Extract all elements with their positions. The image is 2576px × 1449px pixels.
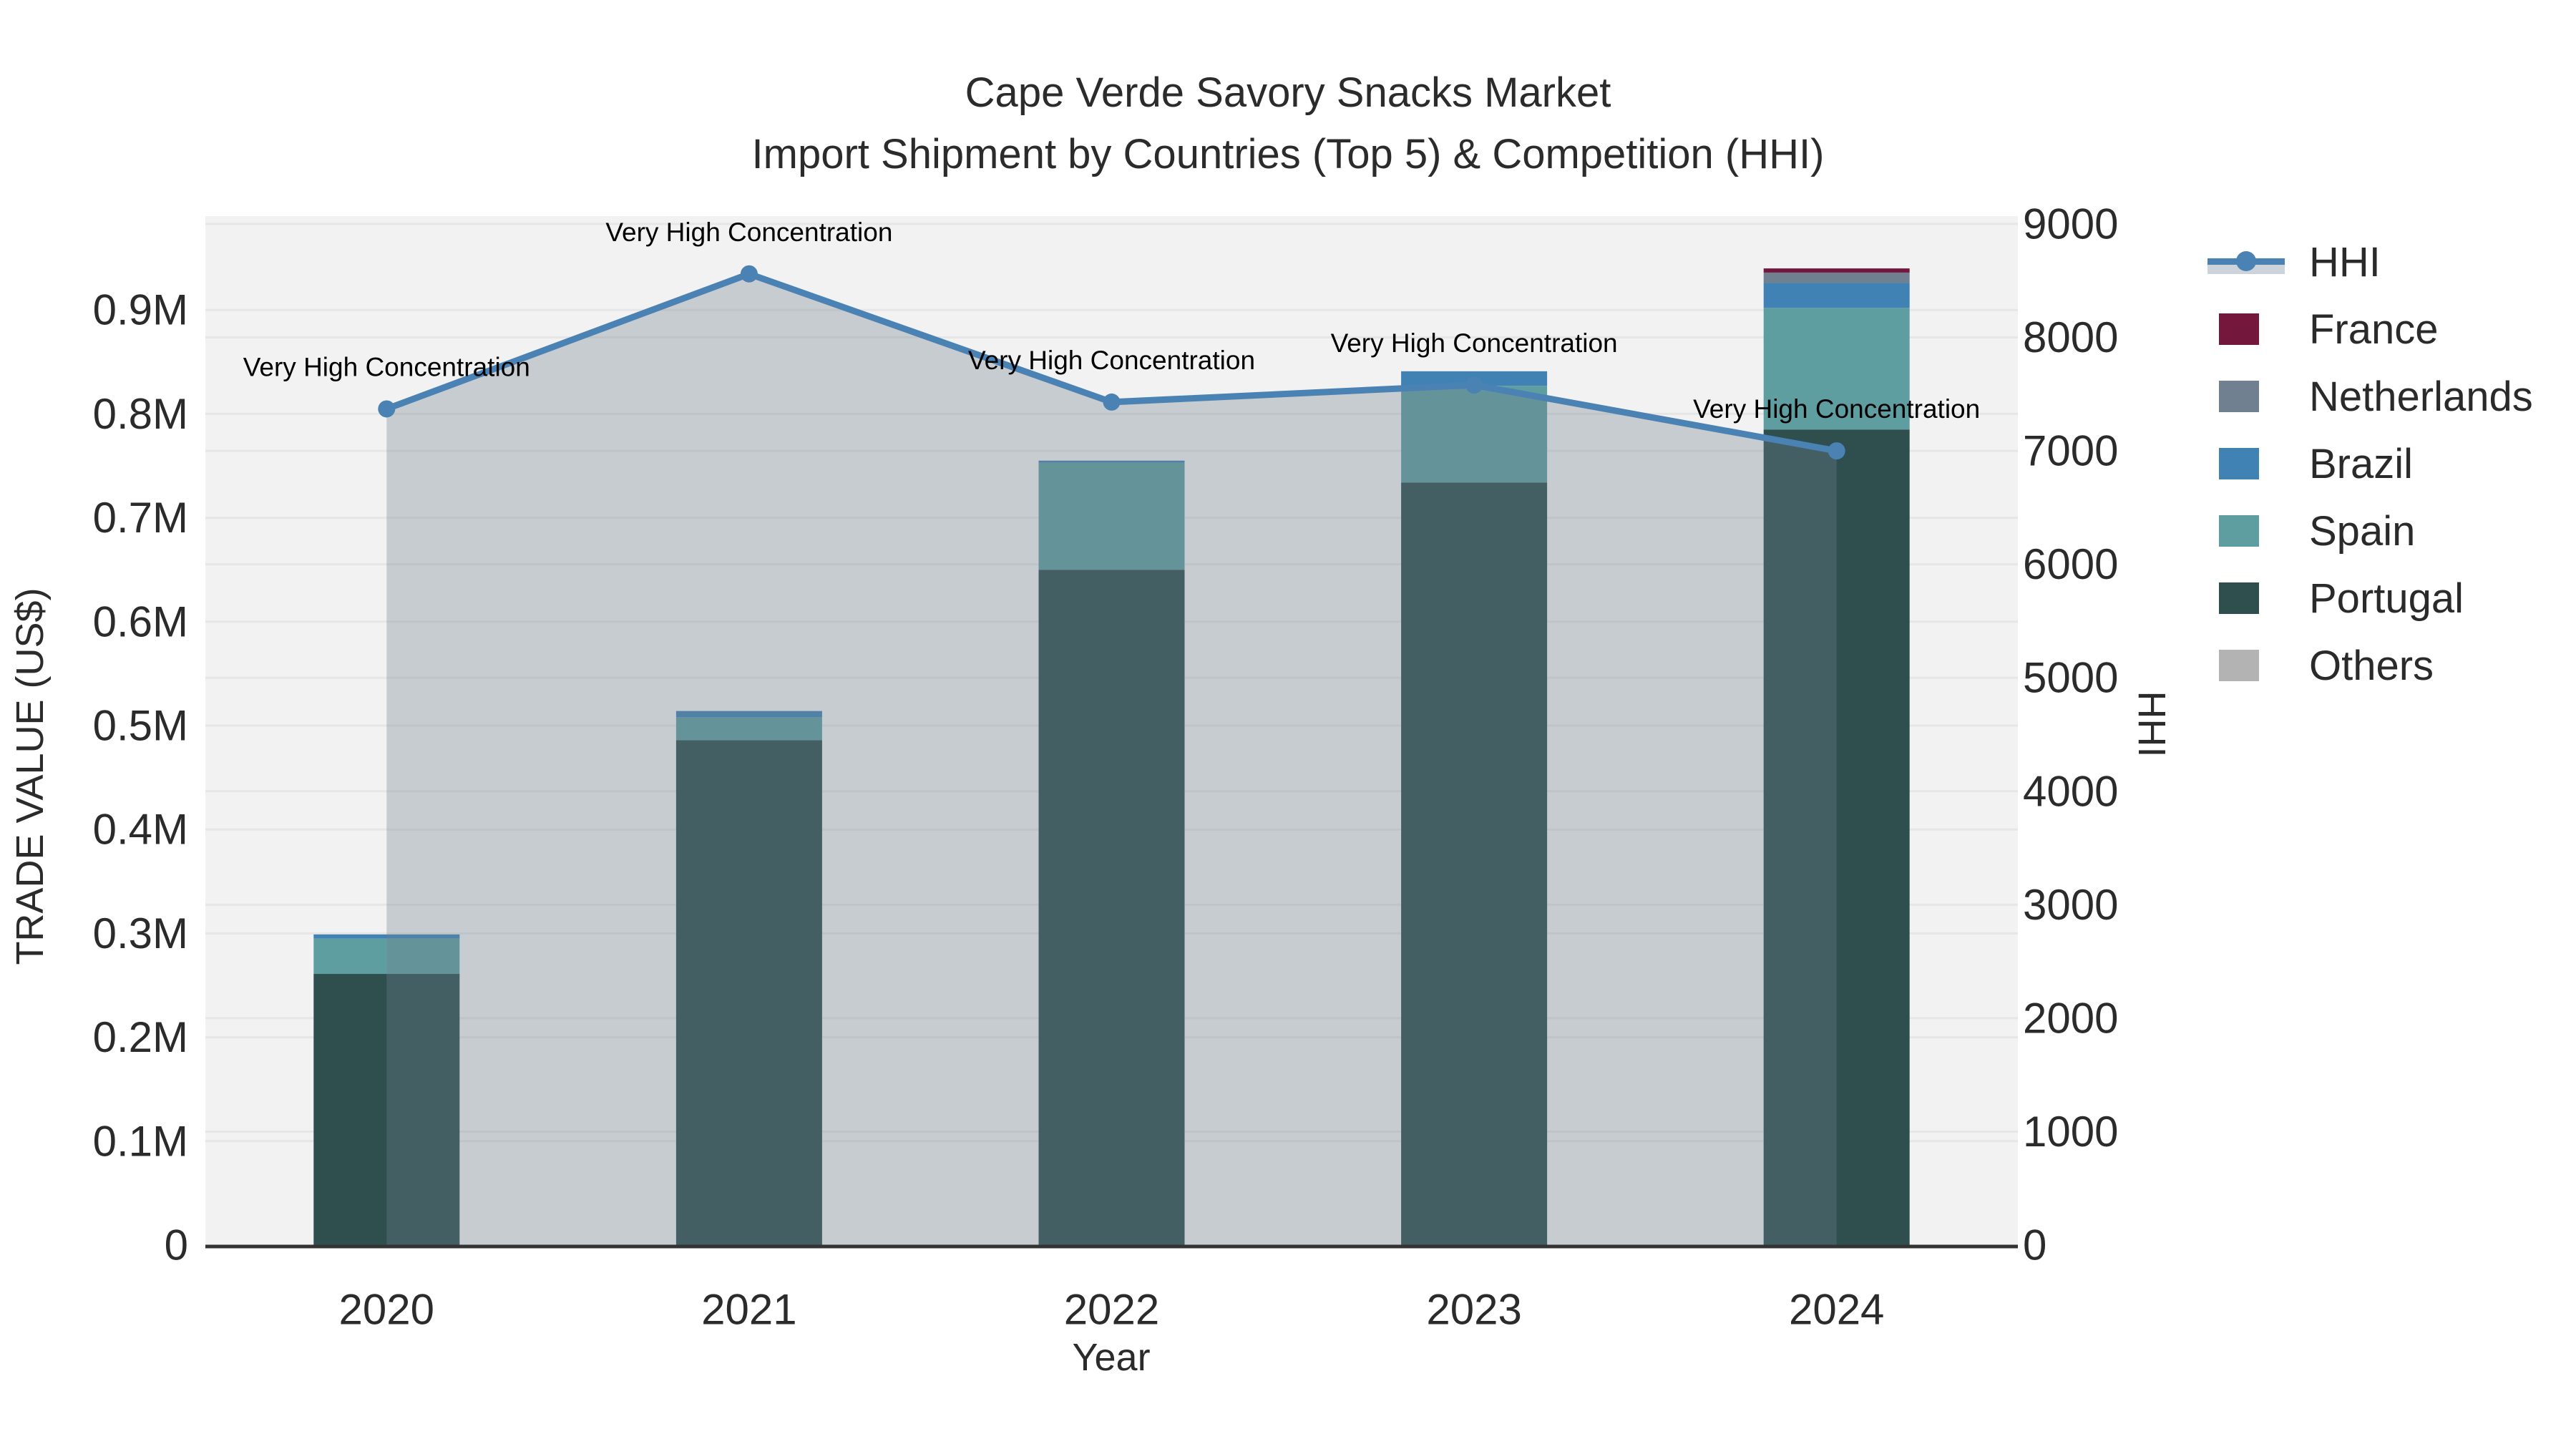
chart-title-line2: Import Shipment by Countries (Top 5) & C…: [751, 131, 1825, 177]
hhi-area-fill: [386, 273, 1837, 1246]
annotation-2022: Very High Concentration: [968, 346, 1255, 375]
y-right-tick: 3000: [2023, 881, 2118, 929]
legend-item-netherlands[interactable]: Netherlands: [2207, 363, 2533, 430]
bar-segment-brazil-2024[interactable]: [1763, 283, 1910, 308]
y-right-tick: 7000: [2023, 427, 2118, 475]
legend-item-hhi[interactable]: HHI: [2207, 228, 2533, 296]
bar-segment-netherlands-2024[interactable]: [1763, 272, 1910, 283]
annotation-2020: Very High Concentration: [243, 352, 530, 381]
hhi-marker-2021[interactable]: [740, 265, 758, 283]
bar-segment-spain-2023[interactable]: [1401, 386, 1548, 483]
bar-segment-spain-2021[interactable]: [675, 717, 822, 741]
x-tick-2023: 2023: [1426, 1286, 1521, 1334]
y-left-tick: 0.5M: [93, 702, 188, 750]
hhi-marker-2024[interactable]: [1828, 442, 1845, 460]
hhi-marker-2020[interactable]: [378, 400, 396, 418]
bar-segment-portugal-2021[interactable]: [675, 740, 822, 1245]
y-left-tick: 0.8M: [93, 390, 188, 438]
legend-color-swatch: [2207, 515, 2288, 547]
x-tick-2024: 2024: [1789, 1286, 1884, 1334]
bar-segment-portugal-2022[interactable]: [1038, 570, 1185, 1245]
y-left-tick: 0.3M: [93, 909, 188, 957]
y-left-tick: 0.4M: [93, 806, 188, 854]
legend-color-swatch: [2207, 381, 2288, 412]
y-right-tick: 9000: [2023, 200, 2118, 248]
bar-segment-brazil-2022[interactable]: [1038, 460, 1185, 463]
y-right-axis-title: HHI: [2130, 691, 2173, 758]
hhi-marker-2023[interactable]: [1465, 376, 1483, 394]
bar-segment-spain-2022[interactable]: [1038, 462, 1185, 570]
legend-item-brazil[interactable]: Brazil: [2207, 430, 2533, 497]
legend-label: HHI: [2309, 238, 2381, 286]
y-right-tick: 6000: [2023, 540, 2118, 588]
legend-color-swatch: [2207, 313, 2288, 345]
legend-color-swatch: [2207, 582, 2288, 614]
bar-segment-portugal-2023[interactable]: [1401, 482, 1548, 1246]
y-left-axis-title: TRADE VALUE (US$): [9, 587, 52, 965]
y-left-tick: 0: [165, 1221, 188, 1269]
annotation-2024: Very High Concentration: [1693, 394, 1980, 424]
legend-label: Spain: [2309, 507, 2416, 555]
annotation-2021: Very High Concentration: [605, 218, 892, 247]
bar-segment-brazil-2020[interactable]: [313, 934, 460, 939]
hhi-marker-2022[interactable]: [1103, 393, 1121, 411]
legend-item-france[interactable]: France: [2207, 296, 2533, 363]
annotation-2023: Very High Concentration: [1331, 328, 1618, 358]
legend-label: Others: [2309, 642, 2434, 689]
y-right-tick: 8000: [2023, 313, 2118, 361]
legend-line-swatch: [2207, 245, 2288, 278]
y-left-tick: 0.7M: [93, 494, 188, 542]
x-tick-2022: 2022: [1064, 1286, 1159, 1334]
y-left-tick: 0.9M: [93, 286, 188, 334]
legend-color-swatch: [2207, 448, 2288, 479]
y-left-tick: 0.6M: [93, 597, 188, 645]
legend-label: France: [2309, 306, 2439, 353]
legend: HHI France Netherlands Brazil Spain Portugal O…: [2207, 228, 2533, 699]
bar-segment-portugal-2024[interactable]: [1763, 429, 1910, 1246]
legend-item-portugal[interactable]: Portugal: [2207, 565, 2533, 632]
legend-label: Netherlands: [2309, 373, 2533, 420]
y-left-tick: 0.1M: [93, 1117, 188, 1165]
legend-item-others[interactable]: Others: [2207, 632, 2533, 699]
bar-segment-brazil-2021[interactable]: [675, 711, 822, 718]
y-right-tick: 2000: [2023, 994, 2118, 1042]
chart-title-line1: Cape Verde Savory Snacks Market: [965, 69, 1611, 116]
x-tick-2021: 2021: [701, 1286, 796, 1334]
bar-segment-spain-2024[interactable]: [1763, 308, 1910, 430]
legend-color-swatch: [2207, 650, 2288, 681]
y-right-tick: 0: [2023, 1221, 2046, 1269]
x-axis-title: Year: [1072, 1336, 1151, 1379]
y-left-tick: 0.2M: [93, 1013, 188, 1061]
y-right-tick: 1000: [2023, 1108, 2118, 1156]
y-right-tick: 4000: [2023, 767, 2118, 815]
bar-segment-portugal-2020[interactable]: [313, 974, 460, 1245]
y-right-tick: 5000: [2023, 654, 2118, 702]
bar-segment-france-2024[interactable]: [1763, 268, 1910, 273]
x-tick-2020: 2020: [339, 1286, 434, 1334]
legend-item-spain[interactable]: Spain: [2207, 497, 2533, 565]
bar-segment-spain-2020[interactable]: [313, 938, 460, 975]
legend-label: Portugal: [2309, 575, 2464, 622]
legend-label: Brazil: [2309, 440, 2414, 487]
